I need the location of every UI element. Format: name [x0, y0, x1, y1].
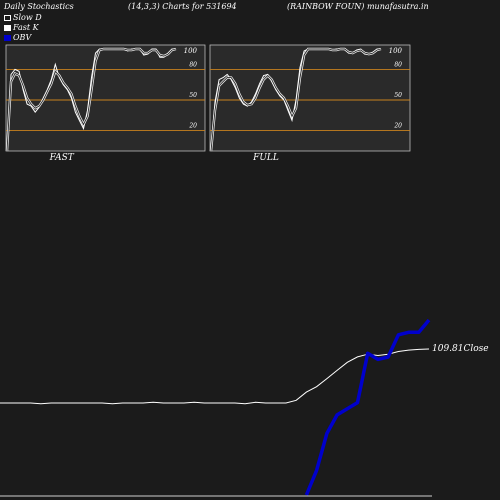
- close-line: [0, 348, 430, 405]
- full-panel-frame: [209, 44, 411, 152]
- full-y-tick: 80: [394, 61, 402, 68]
- full-panel-label: FULL: [252, 153, 279, 163]
- chart-title: Daily Stochastics: [4, 2, 74, 11]
- legend-swatch: [4, 24, 11, 31]
- full-series-inner: [210, 48, 382, 152]
- obv-line: [304, 318, 431, 496]
- fast-y-tick: 50: [189, 92, 197, 99]
- legend-label: Slow D: [13, 13, 42, 22]
- full-y-tick: 50: [394, 92, 402, 99]
- fast-panel-label: FAST: [49, 153, 75, 163]
- site-label: (RAINBOW FOUN) munafasutra.in: [287, 2, 429, 11]
- full-y-tick: 100: [389, 47, 403, 55]
- legend-item-slow-d: Slow D: [4, 13, 42, 22]
- full-y-tick: 20: [393, 123, 402, 130]
- fast-y-tick: 100: [184, 47, 198, 55]
- legend-label: OBV: [13, 33, 32, 42]
- close-value-label: 109.81Close: [432, 344, 489, 354]
- chart-params: (14,3,3) Charts for 531694: [128, 2, 237, 11]
- fast-y-tick: 80: [189, 61, 197, 68]
- legend-label: Fast K: [13, 23, 39, 32]
- legend-item-obv: OBV: [4, 33, 31, 42]
- legend-swatch: [4, 14, 11, 21]
- fast-y-tick: 20: [188, 123, 197, 130]
- fast-panel-frame: [5, 44, 206, 152]
- fast-series-inner: [6, 48, 177, 152]
- legend-item-fast-k: Fast K: [4, 23, 39, 32]
- legend-swatch: [4, 34, 11, 41]
